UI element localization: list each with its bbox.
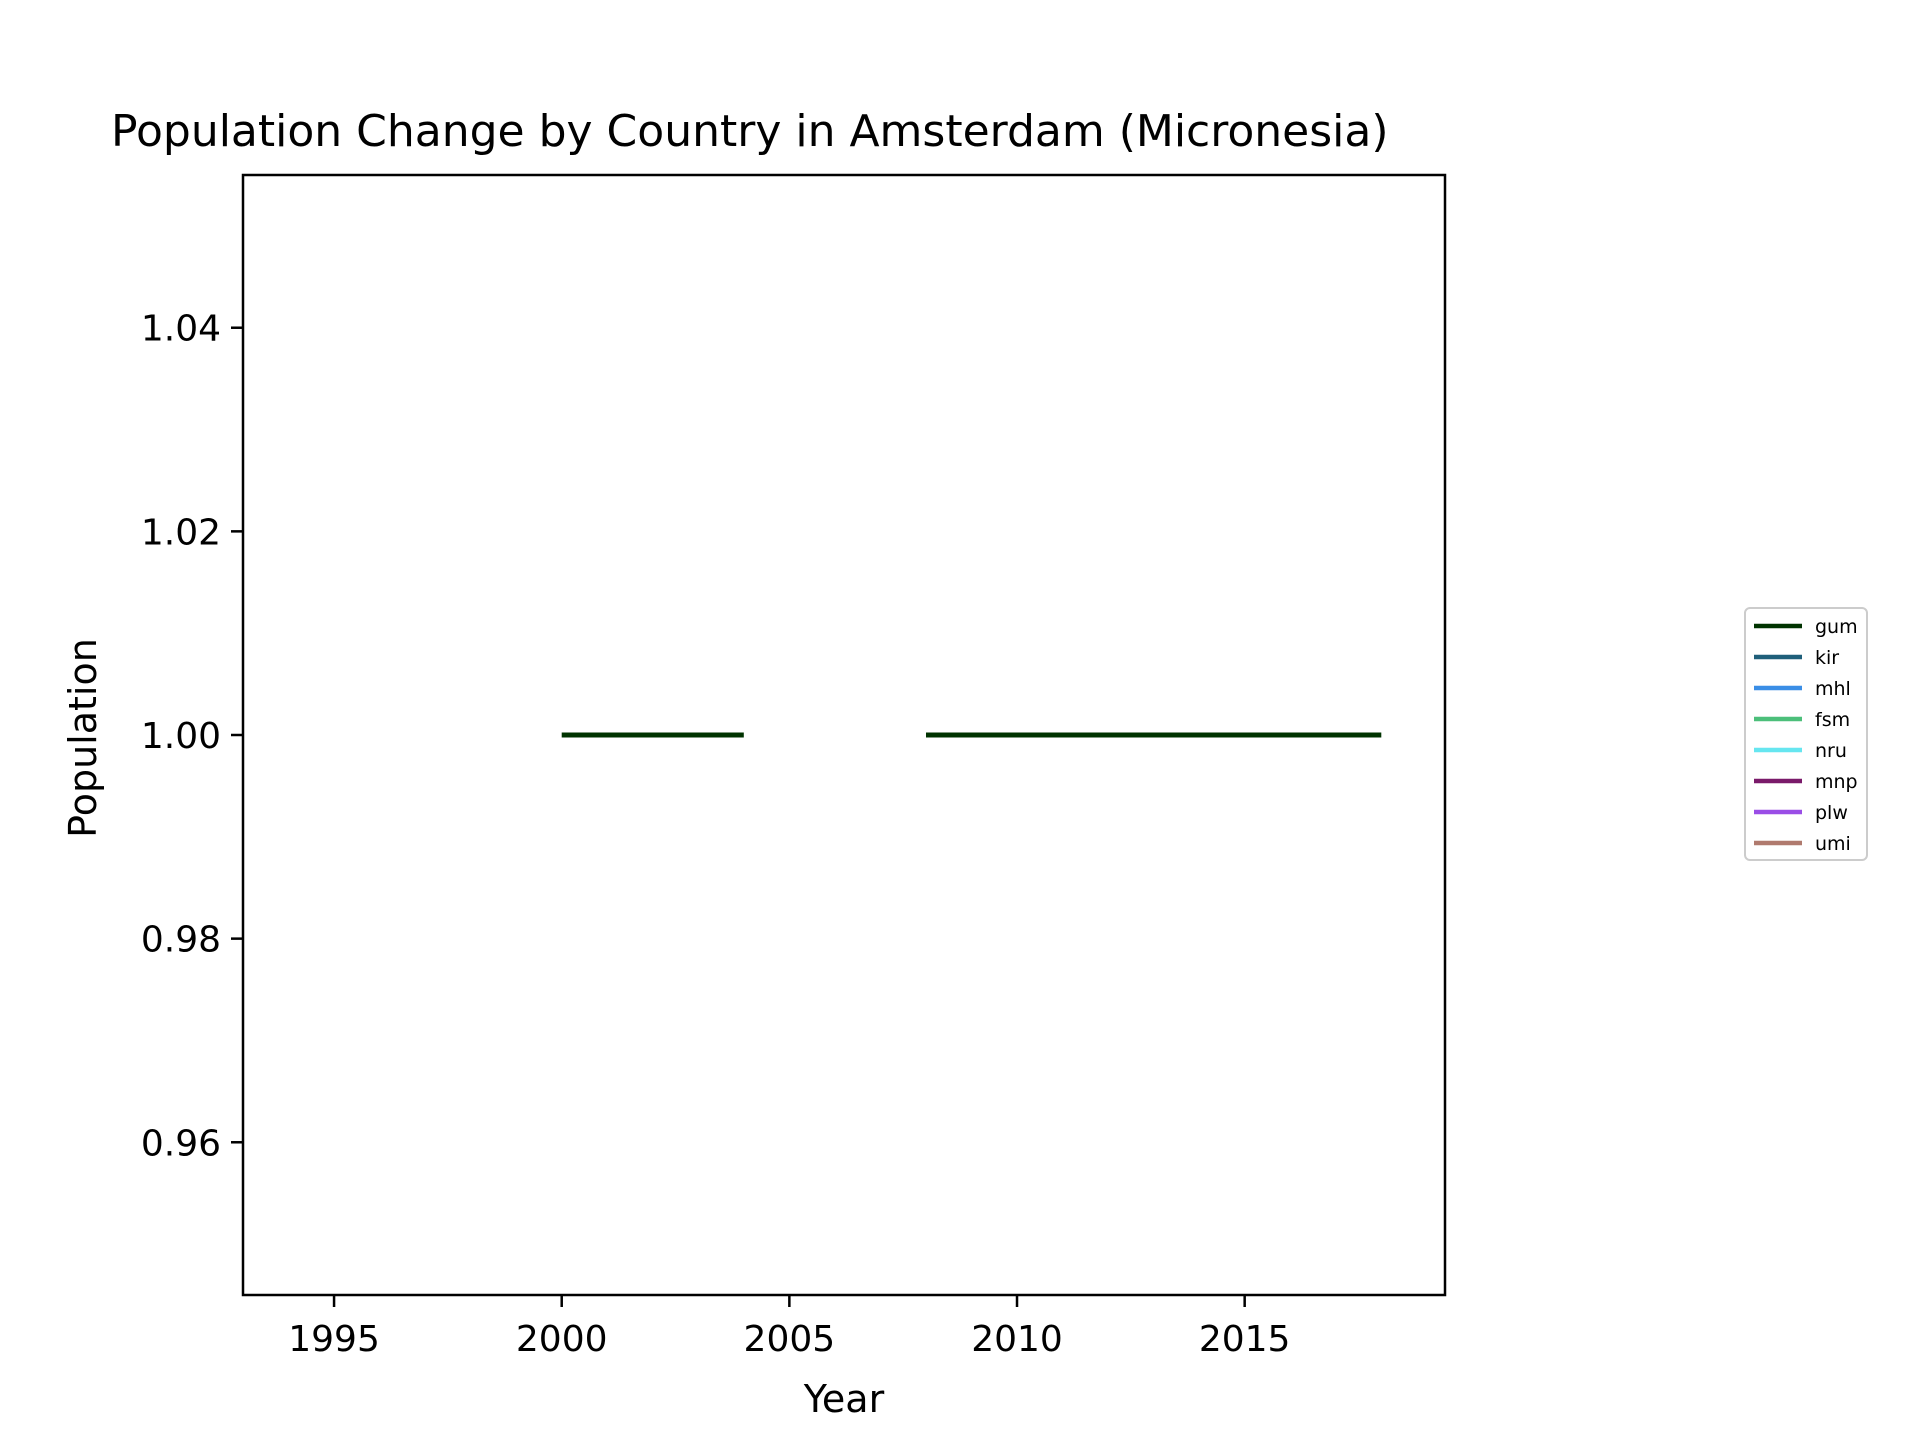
x-tick-label: 1995 [288,1319,380,1360]
legend-box [1744,607,1868,861]
legend-label-umi: umi [1815,833,1851,855]
legend-label-kir: kir [1815,647,1839,669]
legend: gum kir mhl fsm nru mnp plw umi [1744,607,1868,861]
y-tick-label: 1.02 [141,512,221,553]
x-tick-label: 2015 [1199,1319,1291,1360]
x-axis-label: Year [803,1377,885,1421]
legend-label-nru: nru [1815,740,1847,762]
legend-label-mhl: mhl [1815,678,1851,700]
y-tick-label: 0.98 [141,920,221,961]
y-axis-label: Population [61,638,105,838]
y-axis: 0.96 0.98 1.00 1.02 1.04 [141,309,243,1164]
legend-label-gum: gum [1815,616,1858,638]
x-tick-label: 2000 [516,1319,608,1360]
y-tick-label: 1.00 [141,716,221,757]
y-tick-label: 0.96 [141,1123,221,1164]
legend-label-fsm: fsm [1815,709,1850,731]
legend-label-mnp: mnp [1815,771,1858,793]
x-tick-label: 2010 [971,1319,1063,1360]
chart-title: Population Change by Country in Amsterda… [111,106,1389,157]
legend-label-plw: plw [1815,802,1848,824]
x-axis: 1995 2000 2005 2010 2015 [288,1295,1290,1360]
x-tick-label: 2005 [744,1319,836,1360]
y-tick-label: 1.04 [141,309,221,350]
